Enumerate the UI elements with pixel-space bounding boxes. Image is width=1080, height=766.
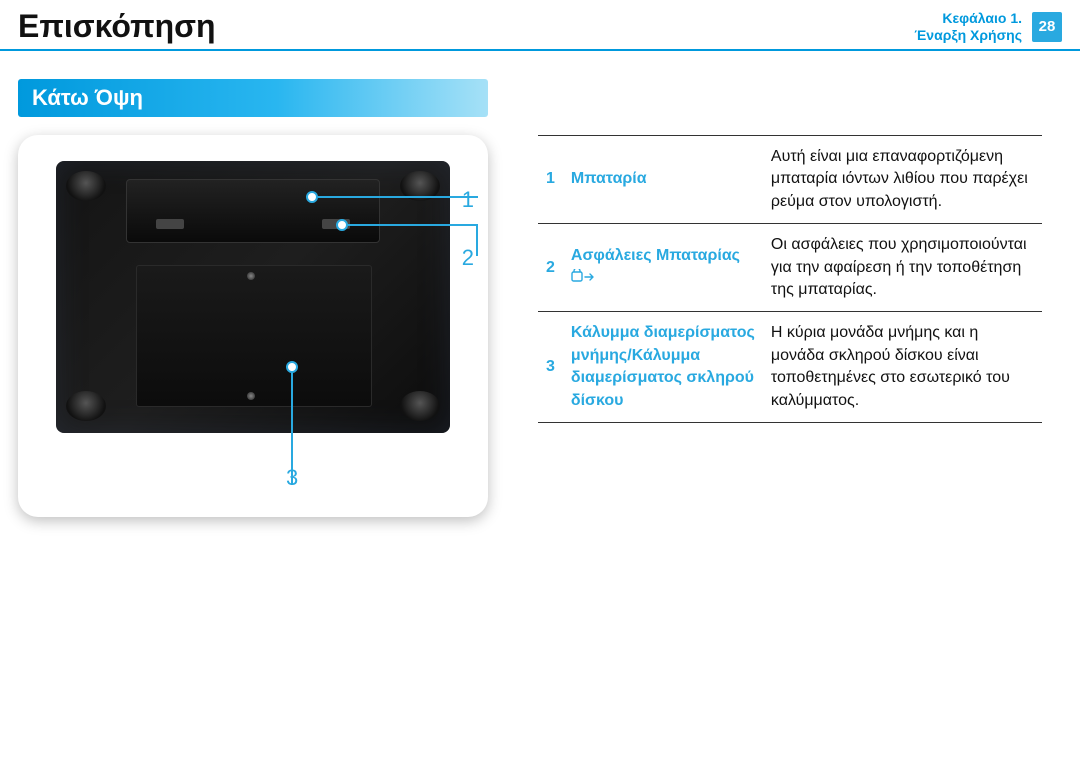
chapter-line-1: Κεφάλαιο 1. — [914, 10, 1022, 27]
table-row: 1 Μπαταρία Αυτή είναι μια επαναφορτιζόμε… — [538, 136, 1042, 224]
page-number-badge: 28 — [1032, 12, 1062, 42]
callout-dot — [286, 361, 298, 373]
chapter-block: Κεφάλαιο 1. Έναρξη Χρήσης — [914, 10, 1022, 44]
row-description: Η κύρια μονάδα μνήμης και η μονάδα σκληρ… — [763, 312, 1042, 423]
screw-icon — [247, 392, 255, 400]
callout-line — [348, 224, 478, 226]
screw-icon — [247, 272, 255, 280]
content-row: 1 2 3 1 Μπαταρία Αυτή είναι μια επαναφορ… — [0, 117, 1080, 517]
row-label: Κάλυμμα διαμερίσματος μνήμης/Κάλυμμα δια… — [563, 312, 763, 423]
callout-line — [318, 196, 478, 198]
callout-number: 1 — [462, 187, 474, 213]
laptop-bottom-illustration — [56, 161, 450, 433]
row-label: Μπαταρία — [563, 136, 763, 224]
callout-dot — [336, 219, 348, 231]
row-description: Αυτή είναι μια επαναφορτιζόμενη μπαταρία… — [763, 136, 1042, 224]
callout-dot — [306, 191, 318, 203]
row-number: 1 — [538, 136, 563, 224]
header-right: Κεφάλαιο 1. Έναρξη Χρήσης 28 — [914, 10, 1062, 44]
row-description: Οι ασφάλειες που χρησιμοποιούνται για τη… — [763, 224, 1042, 312]
bottom-view-diagram: 1 2 3 — [18, 135, 488, 517]
rubber-foot — [66, 171, 106, 201]
page-header: Επισκόπηση Κεφάλαιο 1. Έναρξη Χρήσης 28 — [0, 0, 1080, 51]
table-row: 3 Κάλυμμα διαμερίσματος μνήμης/Κάλυμμα δ… — [538, 312, 1042, 423]
row-label-text: Ασφάλειες Μπαταρίας — [571, 247, 740, 264]
row-label: Ασφάλειες Μπαταρίας — [563, 224, 763, 312]
callout-number: 3 — [286, 465, 298, 491]
rubber-foot — [66, 391, 106, 421]
section-heading: Κάτω Όψη — [18, 79, 488, 117]
rubber-foot — [400, 391, 440, 421]
lock-icon — [571, 269, 597, 289]
callout-number: 2 — [462, 245, 474, 271]
battery-shape — [126, 179, 380, 243]
battery-latch — [156, 219, 184, 229]
parts-table: 1 Μπαταρία Αυτή είναι μια επαναφορτιζόμε… — [538, 135, 1042, 423]
compartment-cover — [136, 265, 372, 407]
row-number: 3 — [538, 312, 563, 423]
page-title: Επισκόπηση — [18, 8, 216, 45]
row-number: 2 — [538, 224, 563, 312]
chapter-line-2: Έναρξη Χρήσης — [914, 27, 1022, 44]
table-row: 2 Ασφάλειες Μπαταρίας Οι ασφάλειες που χ… — [538, 224, 1042, 312]
callout-line — [476, 224, 478, 256]
